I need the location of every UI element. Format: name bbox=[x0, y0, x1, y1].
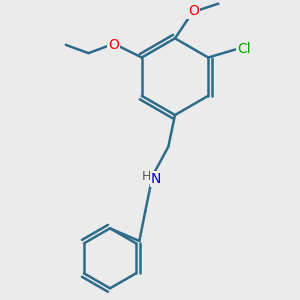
Text: O: O bbox=[188, 4, 199, 18]
Text: O: O bbox=[108, 38, 119, 52]
Text: H: H bbox=[141, 169, 151, 182]
Text: N: N bbox=[151, 172, 161, 186]
Text: Cl: Cl bbox=[237, 42, 251, 56]
